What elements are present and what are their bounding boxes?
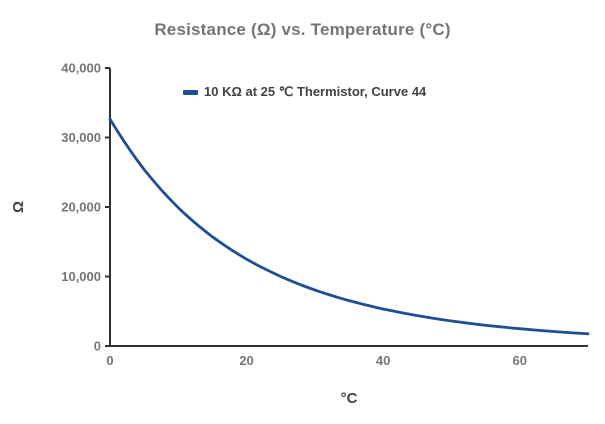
legend-line-marker-icon — [183, 89, 198, 95]
chart-title: Resistance (Ω) vs. Temperature (°C) — [154, 20, 451, 39]
x-tick-label: 60 — [512, 353, 526, 368]
x-axis-title: °C — [340, 390, 358, 407]
resistance-curve — [108, 117, 590, 336]
x-tick-label: 0 — [106, 353, 113, 368]
y-tick-label: 10,000 — [61, 269, 101, 284]
y-tick-label: 20,000 — [61, 200, 101, 215]
y-tick-label: 40,000 — [61, 61, 101, 76]
legend: 10 KΩ at 25 ℃ Thermistor, Curve 44 — [183, 84, 426, 100]
y-tick-label: 30,000 — [61, 130, 101, 145]
legend-label: 10 KΩ at 25 ℃ Thermistor, Curve 44 — [204, 84, 427, 99]
x-tick-label: 40 — [376, 353, 390, 368]
y-tick-label: 0 — [94, 339, 101, 354]
x-tick-label: 20 — [239, 353, 253, 368]
